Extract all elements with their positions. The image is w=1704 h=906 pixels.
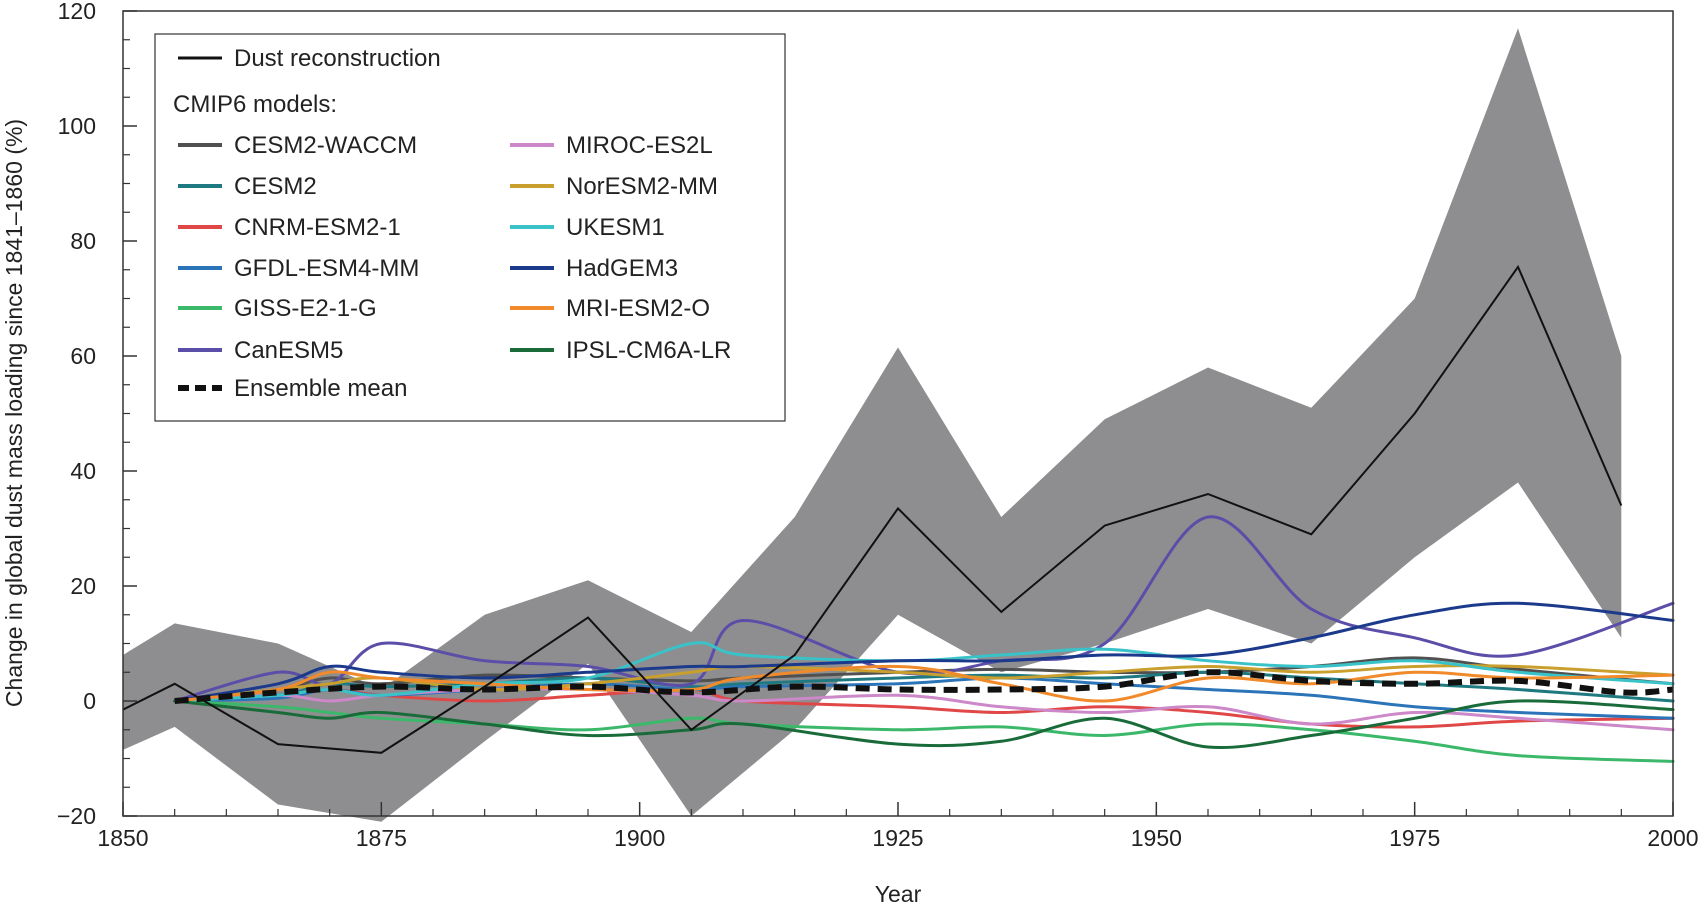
reconstruction-uncertainty-band	[123, 28, 1622, 822]
y-axis-title: Change in global dust mass loading since…	[1, 119, 27, 707]
reconstruction-uncertainty-band-layer	[123, 28, 1622, 822]
legend-entry: NorESM2-MM	[510, 173, 718, 200]
legend-box	[154, 33, 786, 422]
legend-entry: CESM2-WACCM	[178, 132, 417, 159]
reconstruction-line-layer	[122, 264, 1623, 754]
ensemble-mean-layer	[174, 669, 1674, 704]
x-tick-label: 1975	[1389, 825, 1440, 851]
legend-label: MIROC-ES2L	[566, 132, 713, 159]
x-tick-label: 1950	[1131, 825, 1182, 851]
series-line-hadgem3	[173, 601, 1675, 703]
legend-label: IPSL-CM6A-LR	[566, 337, 731, 364]
legend-label: GFDL-ESM4-MM	[234, 255, 419, 282]
legend-entry: CNRM-ESM2-1	[178, 214, 401, 241]
legend-models-heading: CMIP6 models:	[173, 91, 337, 118]
y-tick-label: 0	[83, 688, 96, 714]
x-tick-label: 1850	[97, 825, 148, 851]
legend-label: HadGEM3	[566, 255, 678, 282]
legend-label: MRI-ESM2-O	[566, 295, 710, 322]
x-tick-label: 1900	[614, 825, 665, 851]
reconstruction-line	[122, 264, 1623, 754]
legend-entry: HadGEM3	[510, 255, 678, 282]
legend-label: CanESM5	[234, 337, 343, 364]
legend-label: UKESM1	[566, 214, 665, 241]
legend-label: CESM2-WACCM	[234, 132, 417, 159]
y-tick-label: 80	[70, 228, 96, 254]
y-tick-label: 100	[58, 113, 96, 139]
legend-label: Dust reconstruction	[234, 45, 441, 72]
legend-entry: GISS-E2-1-G	[178, 295, 377, 322]
legend-entry: MRI-ESM2-O	[510, 295, 710, 322]
legend-entry: Dust reconstruction	[178, 45, 441, 72]
legend-entry: CESM2	[178, 173, 317, 200]
legend-label: NorESM2-MM	[566, 173, 718, 200]
series-line-canesm5	[173, 515, 1675, 703]
y-tick-label: 60	[70, 343, 96, 369]
y-tick-label: 120	[58, 0, 96, 24]
legend-entry: GFDL-ESM4-MM	[178, 255, 419, 282]
x-axis-title: Year	[875, 881, 922, 906]
legend-items: Dust reconstruction CMIP6 models: CESM2-WA…	[173, 45, 731, 402]
axes-layer: 1850 1875 1900 1925 1950 1975 2000 −20 0 20 40 60 80…	[57, 0, 1699, 851]
series-line-mri-esm2-o	[173, 664, 1675, 703]
y-tick-label: 20	[70, 573, 96, 599]
legend-label: Ensemble mean	[234, 375, 407, 402]
series-line-ipsl-cm6a-lr	[173, 699, 1675, 749]
model-series-layer	[173, 515, 1675, 763]
ensemble-mean-line	[174, 669, 1674, 704]
legend-entry: MIROC-ES2L	[510, 132, 713, 159]
legend-label: GISS-E2-1-G	[234, 295, 377, 322]
legend-entry: Ensemble mean	[178, 375, 407, 402]
y-tick-label: 40	[70, 458, 96, 484]
legend: Dust reconstruction CMIP6 models: CESM2-WA…	[154, 33, 786, 422]
y-tick-label: −20	[57, 803, 96, 829]
legend-label: CESM2	[234, 173, 317, 200]
legend-entry: CanESM5	[178, 337, 343, 364]
legend-label: CNRM-ESM2-1	[234, 214, 401, 241]
series-line-giss-e2-1-g	[173, 699, 1675, 763]
x-tick-label: 1875	[356, 825, 407, 851]
x-tick-label: 2000	[1647, 825, 1698, 851]
legend-entry: UKESM1	[510, 214, 665, 241]
x-tick-label: 1925	[872, 825, 923, 851]
legend-entry: IPSL-CM6A-LR	[510, 337, 731, 364]
